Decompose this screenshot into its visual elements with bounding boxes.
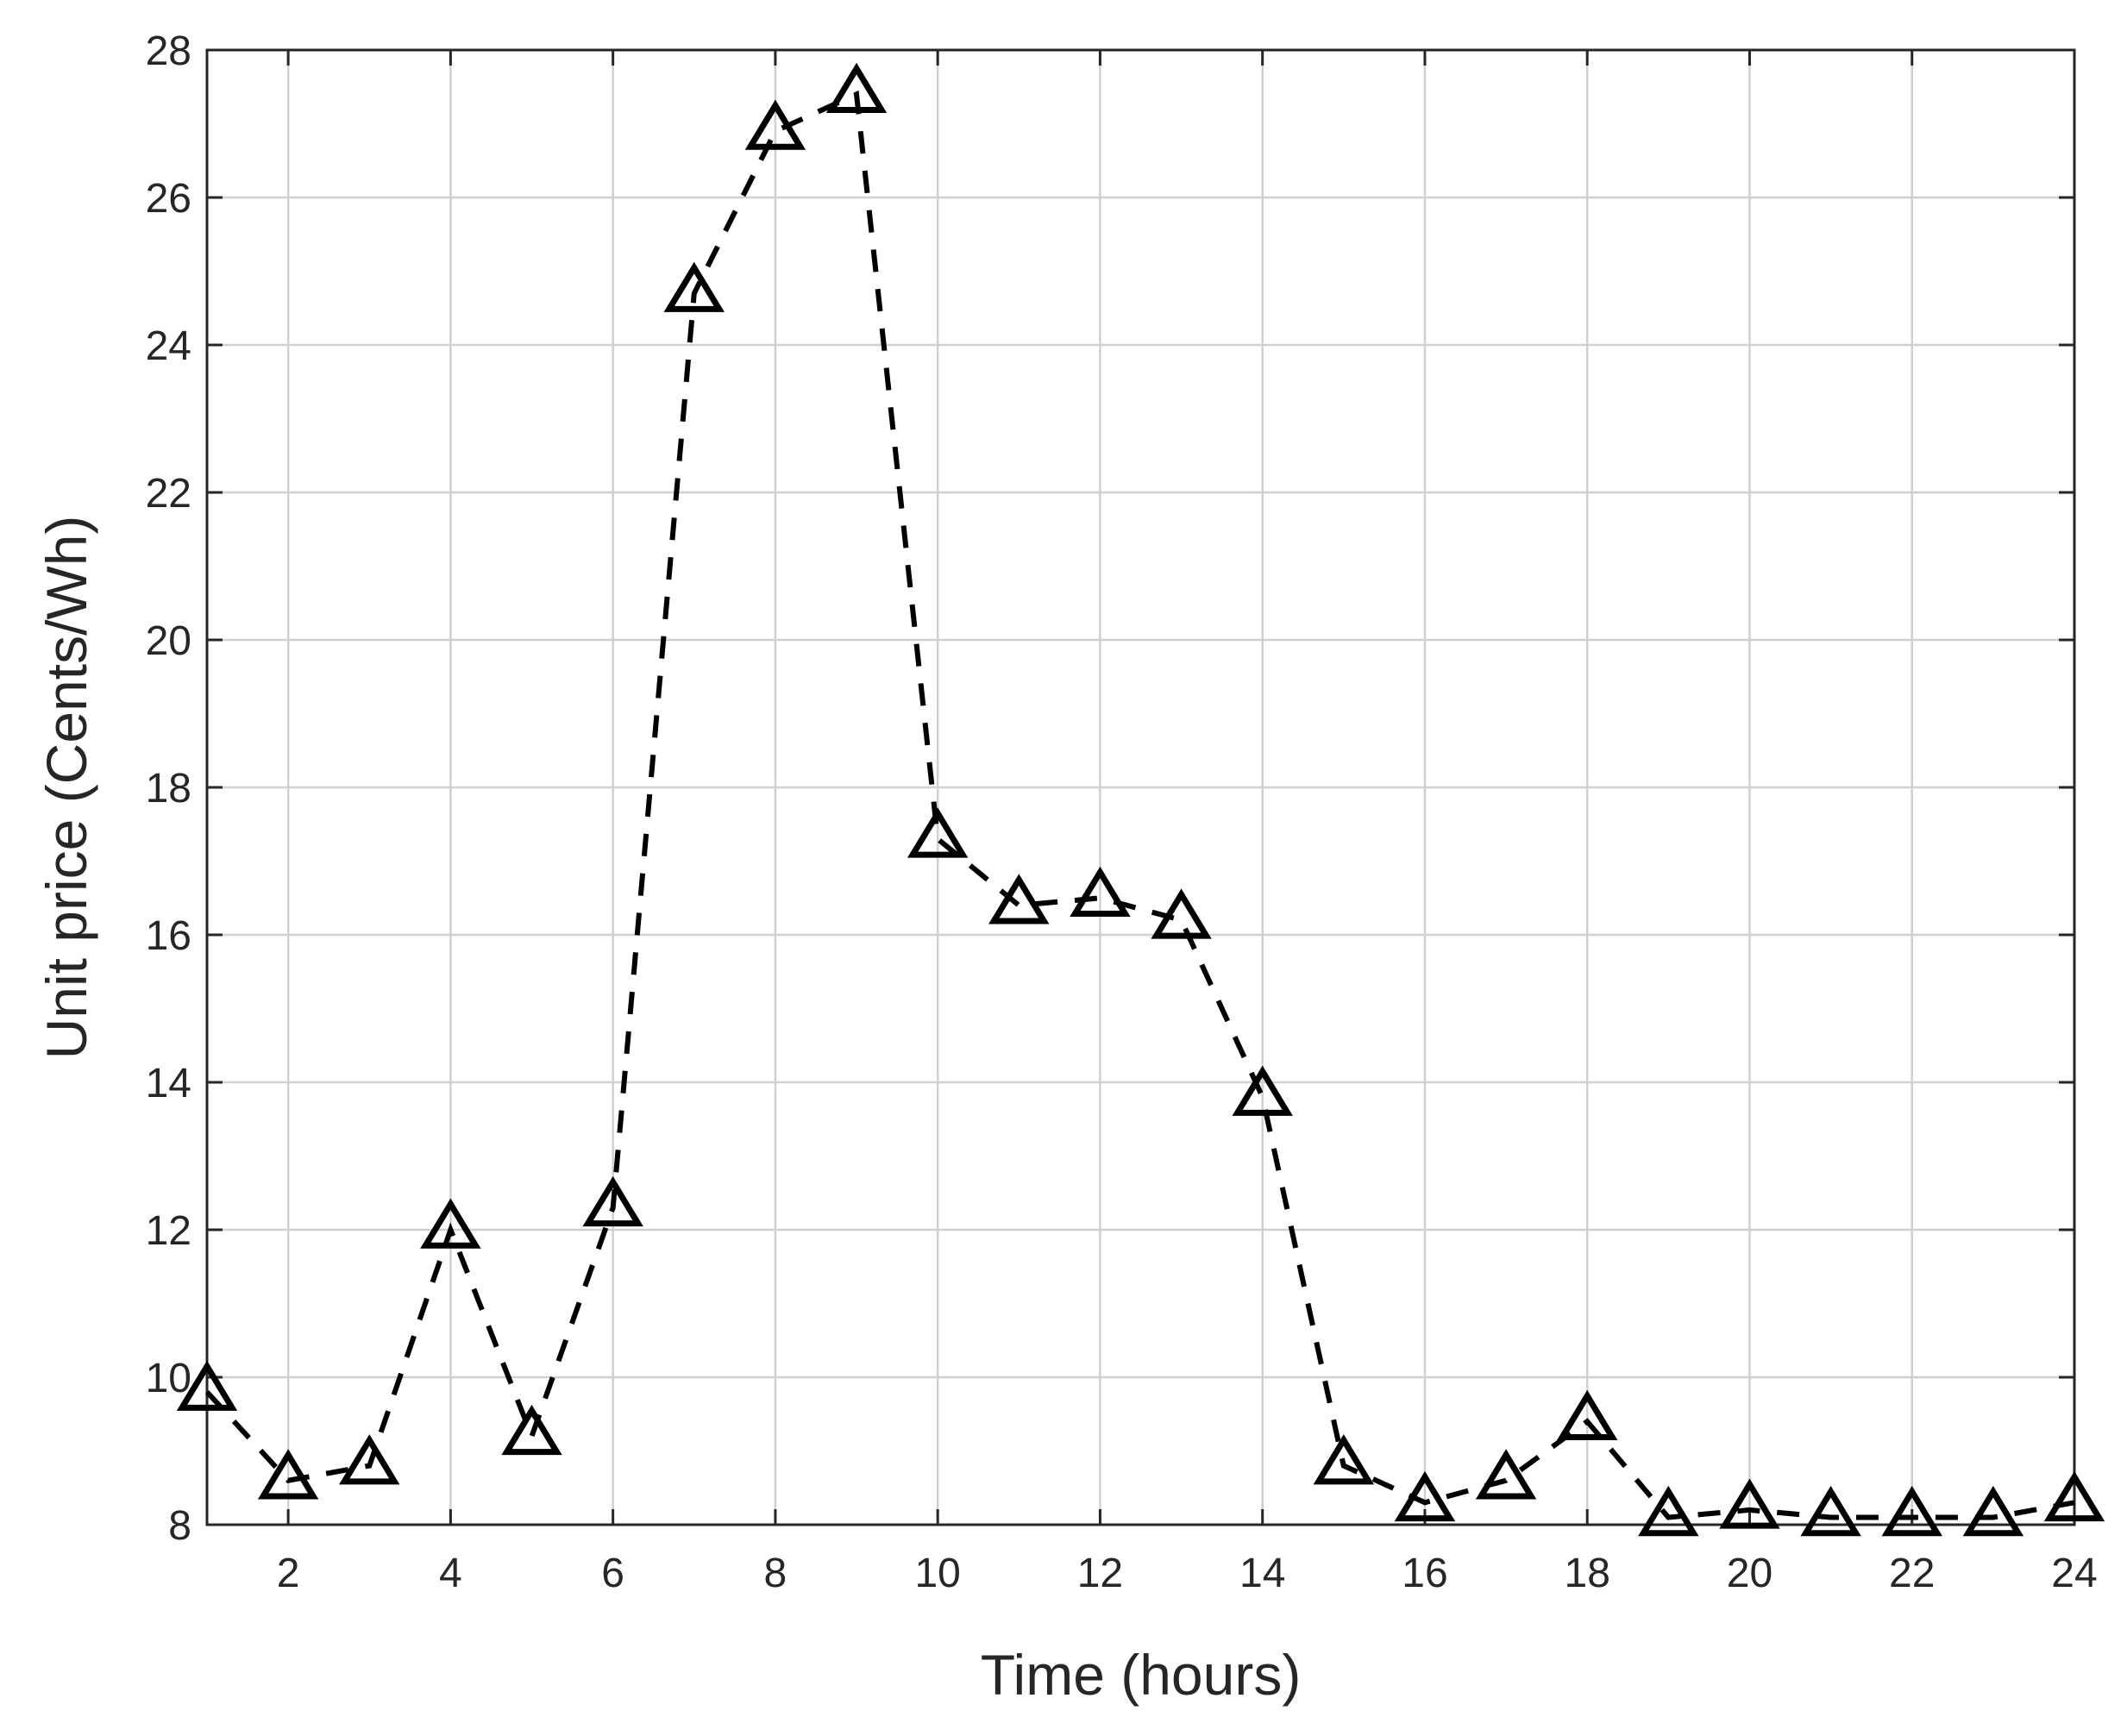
x-tick-label: 12 bbox=[1077, 1551, 1123, 1596]
triangle-marker bbox=[501, 1404, 562, 1456]
triangle-marker bbox=[2043, 1470, 2105, 1522]
x-tick-label: 16 bbox=[1402, 1551, 1447, 1596]
y-tick-label: 18 bbox=[146, 766, 191, 812]
y-tick-label: 12 bbox=[146, 1208, 191, 1254]
y-tick-label: 22 bbox=[146, 471, 191, 517]
y-tick-label: 24 bbox=[146, 323, 191, 369]
triangle-marker bbox=[1638, 1485, 1699, 1537]
triangle-marker bbox=[1394, 1470, 1456, 1522]
x-tick-label: 24 bbox=[2051, 1551, 2097, 1596]
triangle-marker bbox=[1719, 1478, 1780, 1529]
y-tick-label: 8 bbox=[168, 1503, 191, 1549]
series-line bbox=[204, 90, 2075, 1520]
x-axis-label: Time (hours) bbox=[981, 1643, 1302, 1707]
x-tick-label: 4 bbox=[439, 1551, 462, 1596]
triangle-marker bbox=[663, 261, 725, 312]
y-tick-label: 14 bbox=[146, 1061, 191, 1106]
tick-labels: 2 4 6 8 10 12 14 16 18 20 22 2481012141618202224262… bbox=[146, 28, 2098, 1596]
triangle-marker bbox=[1070, 866, 1131, 917]
y-tick-label: 26 bbox=[146, 176, 191, 222]
x-tick-label: 14 bbox=[1239, 1551, 1285, 1596]
x-tick-label: 6 bbox=[601, 1551, 624, 1596]
y-tick-label: 10 bbox=[146, 1356, 191, 1401]
triangle-marker bbox=[1313, 1434, 1375, 1485]
triangle-marker bbox=[1557, 1389, 1618, 1441]
triangle-marker bbox=[744, 99, 806, 150]
series-markers bbox=[176, 62, 2105, 1537]
triangle-marker bbox=[420, 1198, 481, 1249]
triangle-marker bbox=[1151, 888, 1212, 939]
triangle-marker bbox=[1881, 1485, 1942, 1537]
x-tick-label: 8 bbox=[764, 1551, 787, 1596]
triangle-marker bbox=[907, 807, 969, 858]
triangle-marker bbox=[825, 62, 888, 114]
x-tick-label: 10 bbox=[914, 1551, 960, 1596]
x-tick-label: 2 bbox=[277, 1551, 300, 1596]
y-tick-label: 16 bbox=[146, 913, 191, 959]
triangle-marker bbox=[582, 1175, 643, 1227]
x-tick-label: 18 bbox=[1565, 1551, 1610, 1596]
x-tick-label: 20 bbox=[1727, 1551, 1772, 1596]
y-tick-label: 28 bbox=[146, 28, 191, 74]
grid bbox=[207, 48, 2076, 1526]
triangle-marker bbox=[257, 1449, 319, 1500]
y-tick-label: 20 bbox=[146, 618, 191, 664]
x-tick-label: 22 bbox=[1889, 1551, 1935, 1596]
triangle-marker bbox=[1232, 1065, 1293, 1116]
plot-frame bbox=[205, 48, 2076, 1526]
triangle-marker bbox=[176, 1360, 238, 1411]
triangle-marker bbox=[1800, 1485, 1861, 1537]
y-axis-label: Unit price (Cents/Wh) bbox=[35, 516, 98, 1060]
triangle-marker bbox=[988, 874, 1050, 924]
triangle-marker bbox=[339, 1434, 400, 1485]
triangle-marker bbox=[1962, 1485, 2024, 1537]
triangle-marker bbox=[1475, 1449, 1537, 1500]
